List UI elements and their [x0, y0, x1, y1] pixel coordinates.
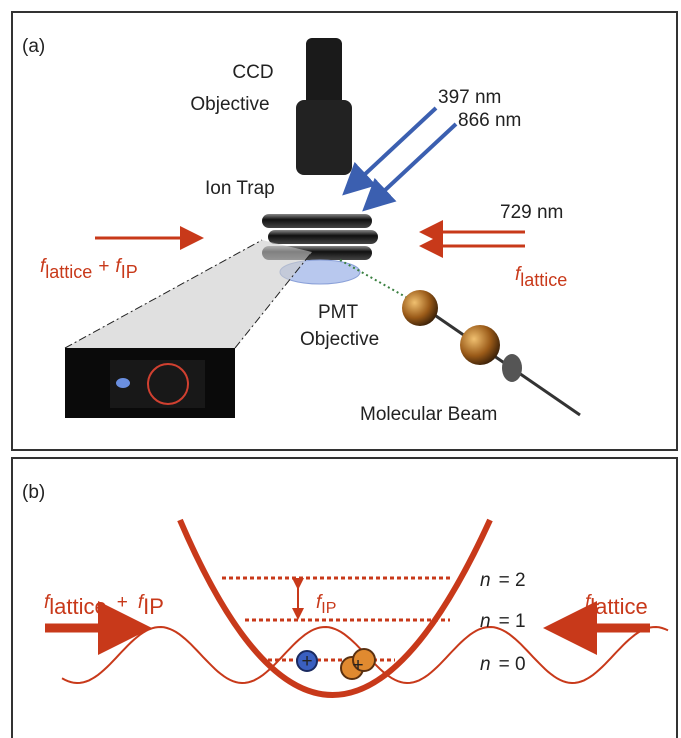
label: +	[352, 655, 363, 676]
panel-label: (b)	[22, 482, 45, 503]
frequency-label: flattice+fIP	[44, 592, 164, 619]
laser-arrow	[348, 108, 436, 190]
label: lattice	[590, 594, 647, 619]
label: IP	[121, 262, 138, 282]
label: 729 nm	[500, 202, 563, 223]
label: n	[480, 654, 491, 675]
label: (a)	[22, 36, 45, 57]
label: Molecular Beam	[360, 404, 497, 425]
label: +	[117, 592, 128, 613]
label: = 0	[499, 654, 526, 675]
label: = 2	[499, 570, 526, 591]
level-label: n = 2	[480, 570, 526, 591]
label: lattice	[520, 270, 567, 290]
wavelength: 866 nm	[458, 110, 521, 131]
ion-trap-label: Ion Trap	[205, 178, 275, 199]
label: +	[98, 256, 109, 277]
charge: +	[301, 651, 312, 672]
label: n	[480, 570, 491, 591]
frequency-label: flattice+fIP	[40, 256, 138, 282]
pmt-label: Objective	[300, 329, 379, 350]
ccd-label: Objective	[190, 94, 269, 115]
label: lattice	[49, 594, 106, 619]
frequency-label: flattice	[515, 264, 567, 290]
beam-label: Molecular Beam	[360, 404, 497, 425]
level-label: n = 0	[480, 654, 526, 675]
label: (b)	[22, 482, 45, 503]
frequency-label: flattice	[585, 592, 648, 619]
label: Ion Trap	[205, 178, 275, 199]
label: IP	[321, 600, 336, 617]
label: Objective	[190, 94, 269, 115]
ccd-label: CCD	[232, 62, 273, 83]
laser-arrow	[368, 124, 456, 206]
panel-label: (a)	[22, 36, 45, 57]
label: CCD	[232, 62, 273, 83]
label: 397 nm	[438, 87, 501, 108]
level-label: n = 1	[480, 611, 526, 632]
label: +	[301, 651, 312, 672]
label: IP	[143, 594, 164, 619]
ccd-objective	[296, 38, 352, 175]
molecule-ion: +	[341, 649, 375, 679]
pmt-label: PMT	[318, 302, 359, 323]
figure: (a) CCD Objective 397 nm 866 nm Ion Trap…	[0, 0, 681, 738]
label: Objective	[300, 329, 379, 350]
wavelength: 397 nm	[438, 87, 501, 108]
label: n	[480, 611, 491, 632]
ion: +	[297, 651, 317, 672]
spacing-label: fIP	[316, 592, 336, 617]
label: = 1	[499, 611, 526, 632]
label: 866 nm	[458, 110, 521, 131]
charge: +	[352, 655, 363, 676]
label: PMT	[318, 302, 359, 323]
label: lattice	[45, 262, 92, 282]
wavelength: 729 nm	[500, 202, 563, 223]
